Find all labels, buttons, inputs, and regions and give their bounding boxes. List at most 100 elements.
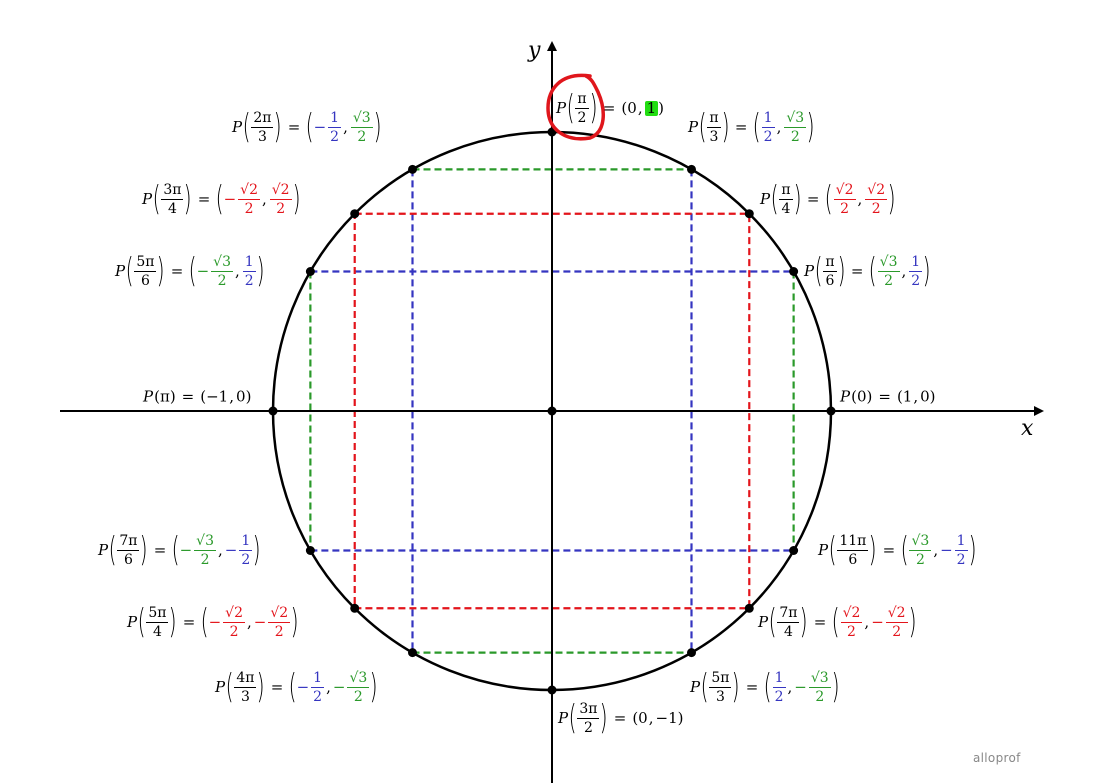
y-coordinate: −1 2	[940, 534, 969, 567]
value: 0	[638, 708, 648, 727]
point-label-300: P(5π 3) =(1 2, − √3 2)	[690, 670, 839, 704]
y-coordinate-fraction: √3 2	[784, 111, 807, 145]
numerator: √2	[865, 181, 888, 200]
equals-sign: =	[602, 98, 616, 117]
y-coordinate: √3 2	[350, 111, 374, 144]
P-symbol: P	[143, 387, 154, 406]
denominator: 3	[715, 688, 725, 705]
sign: −	[196, 261, 210, 280]
circle-point	[350, 209, 360, 219]
value: 0	[627, 98, 637, 117]
numerator: √3	[808, 669, 831, 688]
y-coordinate: − √2 2	[871, 606, 908, 639]
x-coordinate: 1	[903, 389, 913, 405]
paren: )	[732, 667, 741, 707]
y-coordinate: − √3 2	[333, 671, 370, 704]
paren: (	[621, 98, 628, 117]
comma: ,	[234, 261, 240, 280]
point-label-150: P(5π 6) =(− √3 2, 1 2)	[115, 254, 264, 288]
paren: (	[305, 107, 314, 147]
paren: (	[825, 179, 834, 219]
y-coordinate: 0	[236, 387, 246, 406]
numerator: π	[823, 253, 837, 272]
comma: ,	[637, 98, 643, 117]
numerator: π	[779, 181, 793, 200]
sign: −	[296, 677, 310, 696]
paren: )	[373, 107, 382, 147]
paren: )	[869, 530, 877, 570]
paren: (	[188, 251, 197, 291]
paren: )	[140, 530, 149, 570]
paren: (	[698, 107, 707, 147]
x-coordinate: 0	[638, 708, 648, 727]
y-coordinate: − √3 2	[794, 671, 831, 704]
paren: (	[154, 387, 160, 406]
sign: −	[794, 677, 807, 696]
denominator: 4	[781, 200, 791, 217]
denominator: 2	[763, 128, 773, 145]
equals-sign: =	[170, 261, 184, 280]
numerator: π	[575, 90, 589, 109]
denominator: 4	[152, 623, 162, 640]
value: 0	[236, 387, 246, 406]
P-symbol: P	[690, 677, 701, 696]
denominator: 6	[140, 272, 150, 289]
equals-sign: =	[813, 612, 827, 631]
equals-sign: =	[181, 387, 195, 406]
denominator: 2	[790, 128, 800, 145]
equals-sign: =	[806, 189, 820, 208]
x-axis-arrow-icon	[1034, 406, 1044, 416]
angle-fraction: 3π 2	[577, 702, 600, 735]
paren: )	[908, 602, 917, 642]
paren: )	[837, 251, 846, 291]
paren: (	[225, 667, 234, 707]
angle-fraction: 11π 6	[837, 532, 869, 567]
denominator: 2	[892, 623, 902, 640]
numerator: 5π	[709, 669, 732, 688]
paren: (	[869, 251, 878, 291]
denominator: 2	[276, 200, 286, 217]
sign: −	[224, 540, 238, 559]
paren: )	[721, 107, 730, 147]
comma: ,	[857, 189, 863, 208]
denominator: 2	[353, 688, 363, 705]
paren: )	[274, 107, 283, 147]
paren: )	[589, 88, 598, 128]
numerator: 5π	[134, 253, 157, 272]
angle-fraction: 5π 6	[134, 253, 157, 289]
paren: )	[290, 602, 299, 642]
circle-point	[305, 546, 315, 555]
P-symbol: P	[98, 540, 109, 559]
paren: )	[157, 251, 166, 291]
y-coordinate-fraction: √2 2	[268, 606, 291, 639]
paren: (	[200, 387, 207, 406]
paren: )	[793, 179, 802, 219]
numerator: 7π	[117, 532, 140, 551]
paren: (	[768, 602, 777, 642]
y-coordinate: −1	[656, 710, 678, 726]
circle-point	[547, 685, 557, 695]
denominator: 4	[167, 200, 177, 217]
alloprof-logo: alloprof	[973, 751, 1021, 765]
numerator: 11π	[837, 532, 869, 551]
paren: )	[256, 251, 265, 291]
point-label-315: P(7π 4) =(√2 2, − √2 2)	[758, 605, 916, 639]
x-coordinate-fraction: √3 2	[877, 255, 900, 288]
paren: (	[896, 387, 903, 406]
sign: −	[940, 540, 953, 559]
paren: (	[171, 530, 180, 570]
x-coordinate-fraction: √2 2	[223, 606, 245, 639]
paren: )	[677, 708, 684, 727]
numerator: π	[707, 109, 721, 128]
angle-value: 0	[856, 387, 867, 406]
sign: −	[332, 677, 346, 696]
equals-sign: =	[734, 117, 748, 136]
point-label-135: P(3π 4) =(− √2 2, √2 2)	[142, 182, 300, 216]
x-coordinate: √2 2	[840, 606, 864, 639]
x-coordinate: − √3 2	[197, 255, 234, 288]
